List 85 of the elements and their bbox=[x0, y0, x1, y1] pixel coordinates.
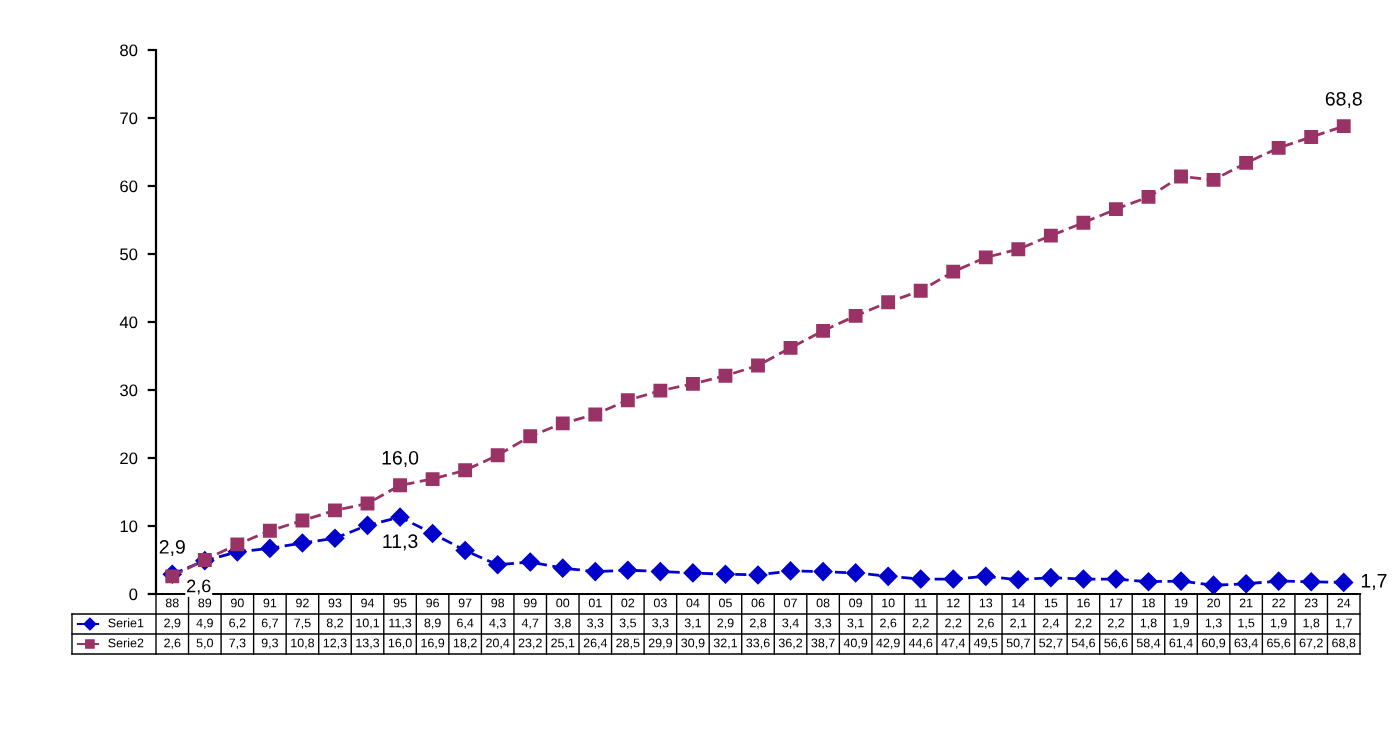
point bbox=[653, 383, 668, 398]
point bbox=[260, 539, 280, 558]
point bbox=[458, 463, 473, 478]
annotation: 2,9 bbox=[159, 540, 185, 557]
point bbox=[913, 283, 928, 298]
point bbox=[425, 472, 440, 487]
annotation: 2,6 bbox=[187, 579, 211, 595]
point bbox=[751, 358, 765, 373]
point bbox=[1043, 228, 1058, 243]
point bbox=[878, 567, 898, 586]
point bbox=[393, 478, 407, 493]
point bbox=[455, 541, 475, 560]
point bbox=[523, 429, 538, 444]
point bbox=[846, 563, 865, 583]
point bbox=[1139, 572, 1158, 592]
point bbox=[1141, 189, 1156, 204]
y-tick-label: 40 bbox=[119, 316, 138, 329]
point bbox=[620, 393, 635, 408]
point bbox=[813, 562, 833, 581]
y-tick-label: 10 bbox=[120, 520, 138, 533]
point bbox=[781, 561, 800, 581]
point bbox=[1204, 575, 1223, 594]
y-tick-label: 30 bbox=[120, 384, 138, 397]
point bbox=[328, 503, 342, 518]
point bbox=[1271, 140, 1286, 155]
point bbox=[716, 565, 735, 584]
point bbox=[358, 516, 377, 535]
point bbox=[230, 537, 245, 552]
point bbox=[848, 308, 863, 323]
point bbox=[1269, 571, 1288, 591]
point bbox=[1009, 570, 1028, 589]
point bbox=[1171, 571, 1191, 591]
point bbox=[1304, 130, 1319, 144]
annotation: 11,3 bbox=[383, 534, 418, 551]
point bbox=[978, 250, 993, 265]
point bbox=[1239, 155, 1254, 170]
point bbox=[1206, 172, 1221, 187]
point bbox=[1106, 569, 1126, 589]
point bbox=[683, 563, 703, 583]
point bbox=[555, 416, 570, 431]
point bbox=[618, 560, 638, 580]
y-tick-label: 50 bbox=[120, 248, 138, 261]
point bbox=[976, 567, 996, 586]
point bbox=[1011, 242, 1026, 257]
y-tick-label: 20 bbox=[120, 452, 138, 465]
point bbox=[293, 533, 312, 553]
point bbox=[911, 569, 930, 589]
annotation: 16,0 bbox=[382, 450, 419, 467]
point bbox=[1236, 574, 1256, 594]
point bbox=[946, 264, 961, 279]
point bbox=[881, 295, 896, 310]
point bbox=[718, 368, 733, 383]
point bbox=[1109, 202, 1123, 217]
point bbox=[816, 323, 831, 338]
point bbox=[748, 565, 768, 585]
point bbox=[685, 376, 700, 391]
annotation: 1,7 bbox=[1361, 574, 1387, 590]
point bbox=[1174, 169, 1188, 184]
point bbox=[651, 562, 670, 581]
point bbox=[488, 555, 507, 575]
point bbox=[520, 552, 540, 572]
point bbox=[1301, 572, 1321, 592]
point bbox=[390, 507, 410, 527]
point bbox=[1041, 568, 1061, 587]
point bbox=[165, 569, 180, 584]
y-tick-label: 80 bbox=[120, 44, 138, 57]
point bbox=[325, 528, 345, 548]
point bbox=[783, 340, 798, 355]
point bbox=[262, 523, 277, 538]
point bbox=[1074, 569, 1093, 589]
point bbox=[423, 524, 442, 543]
point bbox=[1076, 215, 1091, 230]
y-tick-label: 70 bbox=[120, 112, 138, 125]
y-tick-label: 60 bbox=[120, 180, 138, 193]
y-tick-label: 0 bbox=[129, 588, 138, 601]
point bbox=[1334, 573, 1353, 592]
annotation: 68,8 bbox=[1325, 91, 1362, 108]
point bbox=[553, 558, 572, 578]
point bbox=[295, 513, 310, 528]
point bbox=[944, 569, 963, 589]
point bbox=[1336, 119, 1351, 134]
point bbox=[490, 448, 505, 463]
point bbox=[586, 562, 605, 581]
point bbox=[588, 407, 603, 422]
point bbox=[360, 496, 375, 511]
